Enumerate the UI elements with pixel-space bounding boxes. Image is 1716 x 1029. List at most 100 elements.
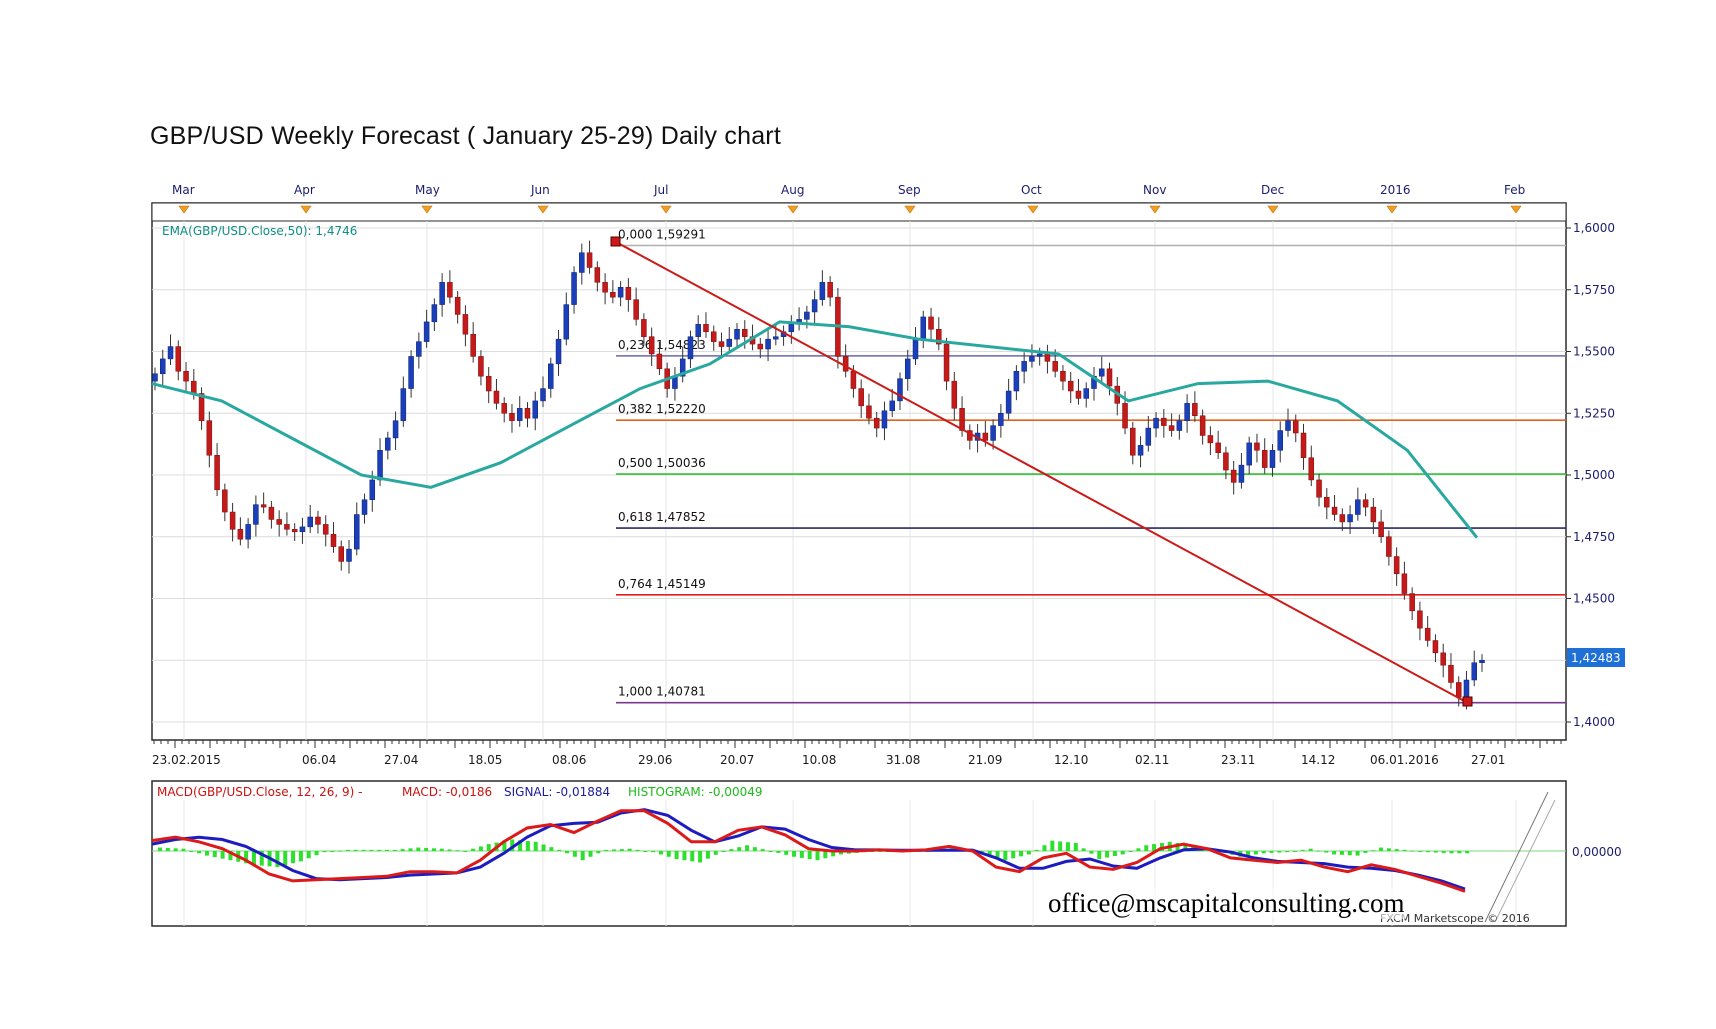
macd-histogram-bar — [478, 846, 483, 851]
macd-histogram-bar — [878, 851, 883, 852]
macd-histogram-bar — [611, 849, 616, 851]
candle — [1424, 616, 1431, 647]
candle — [1440, 643, 1446, 678]
macd-histogram-bar — [1261, 851, 1266, 854]
macd-histogram-bar — [369, 849, 374, 851]
candle-body — [858, 388, 864, 407]
candle-body — [1424, 627, 1431, 641]
candle-body — [1083, 388, 1089, 399]
candle-body — [493, 390, 500, 404]
vertical-grid — [183, 221, 1517, 740]
candle-body — [1293, 420, 1299, 434]
macd-histogram-bar — [416, 847, 421, 851]
candle — [1230, 460, 1237, 495]
date-label-6: 20.07 — [720, 753, 754, 767]
candle — [602, 273, 608, 305]
candle — [687, 330, 694, 369]
candle — [284, 512, 290, 536]
price-plot-area — [151, 202, 1567, 741]
macd-histogram-bar — [1426, 851, 1431, 853]
candle-body — [889, 400, 895, 412]
macd-histogram-bar — [173, 848, 178, 851]
candle — [307, 504, 313, 534]
macd-histogram-bar — [220, 851, 225, 859]
candle — [152, 367, 158, 391]
candle-body — [773, 336, 779, 340]
candle — [532, 391, 539, 431]
candle-body — [1308, 457, 1315, 481]
macd-histogram-bar — [588, 851, 593, 857]
macd-histogram-bar — [1253, 851, 1258, 855]
candle — [1331, 495, 1338, 521]
candle-body — [532, 400, 539, 419]
candle — [1130, 421, 1136, 465]
candle — [1246, 436, 1252, 475]
candle-body — [268, 506, 275, 520]
fib-label-4: 0,618 1,47852 — [618, 510, 706, 524]
candle — [462, 305, 469, 347]
candle — [990, 419, 996, 450]
candle — [1386, 530, 1392, 566]
fib-label-0: 0,000 1,59291 — [618, 228, 706, 242]
candle — [447, 270, 453, 304]
candle — [1261, 438, 1268, 474]
macd-histogram-bar — [361, 849, 366, 851]
macd-histogram-bar — [251, 851, 256, 865]
candle-body — [447, 282, 453, 298]
candle-body — [1199, 415, 1206, 436]
candle-body — [1005, 390, 1012, 414]
macd-histogram-bar — [1410, 850, 1415, 852]
candle-body — [648, 336, 655, 355]
macd-histogram-bar — [1402, 849, 1407, 851]
candle-body — [152, 373, 158, 382]
macd-histogram-bar — [721, 851, 726, 852]
candle — [431, 298, 438, 331]
y-tick-label-3: 1,5250 — [1573, 406, 1615, 420]
candle-body — [408, 356, 414, 389]
macd-histogram-bar — [291, 851, 296, 864]
candle — [167, 334, 174, 366]
macd-histogram-bar — [392, 849, 397, 851]
candle — [718, 332, 725, 359]
candle — [315, 510, 321, 534]
macd-histogram-bar — [1003, 851, 1008, 861]
candle — [1021, 352, 1027, 384]
fib-label-2: 0,382 1,52220 — [618, 402, 706, 416]
candle — [928, 307, 934, 342]
candle-body — [920, 316, 927, 340]
date-label-3: 18.05 — [468, 753, 502, 767]
candle — [423, 309, 430, 348]
candle-body — [873, 417, 880, 429]
macd-histogram-bar — [1183, 844, 1188, 851]
candle-body — [710, 331, 717, 342]
macd-histogram-bar — [1339, 851, 1344, 855]
candle-body — [1300, 432, 1307, 458]
fib-anchor-low — [1462, 696, 1473, 707]
macd-histogram-bar — [729, 849, 734, 851]
candle-body — [1238, 464, 1245, 483]
macd-histogram-bar — [525, 841, 530, 851]
candle-body — [206, 420, 213, 456]
candle — [579, 243, 585, 285]
candle-body — [555, 338, 562, 365]
month-marker-2 — [421, 205, 433, 214]
candle-body — [346, 548, 352, 562]
horizontal-grid — [152, 227, 1566, 723]
candle — [1269, 444, 1276, 477]
candle-body — [586, 252, 593, 268]
macd-histogram-bar — [1332, 851, 1337, 855]
candle-body — [1184, 403, 1190, 421]
candle-body — [1448, 664, 1454, 683]
month-marker-10 — [1386, 205, 1398, 214]
candle — [253, 495, 259, 537]
macd-histogram-bar — [204, 851, 209, 856]
macd-histogram-bar — [1441, 851, 1446, 853]
copyright: FXCM Marketscope © 2016 — [1380, 912, 1530, 925]
candle-body — [1106, 368, 1113, 387]
y-tick-label-5: 1,4750 — [1573, 530, 1615, 544]
ema-legend: EMA(GBP/USD.Close,50): 1,4746 — [162, 224, 357, 238]
candle — [1254, 433, 1260, 463]
candle — [1067, 372, 1074, 404]
candle-body — [1355, 499, 1361, 515]
candle-body — [509, 413, 515, 421]
